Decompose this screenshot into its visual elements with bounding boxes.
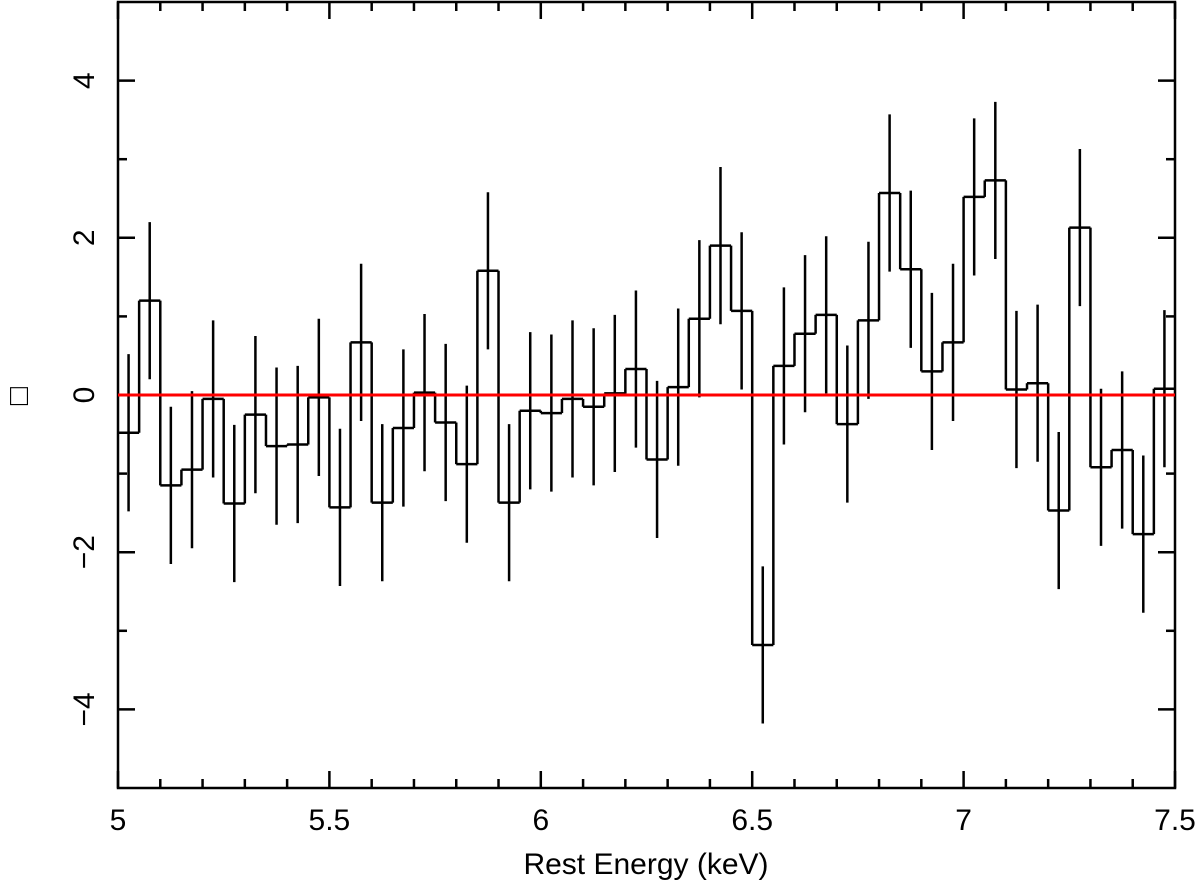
x-tick-label: 7 bbox=[955, 804, 972, 837]
y-tick-label: 4 bbox=[68, 72, 101, 89]
x-tick-label: 5.5 bbox=[309, 804, 351, 837]
y-tick-labels: −4 −2 0 2 4 bbox=[68, 72, 101, 726]
y-tick-label: 0 bbox=[68, 387, 101, 404]
y-axis-title: □ bbox=[2, 386, 35, 405]
y-tick-label: −2 bbox=[68, 535, 101, 569]
y-tick-label: −4 bbox=[68, 692, 101, 726]
x-tick-label: 6.5 bbox=[731, 804, 773, 837]
x-tick-label: 7.5 bbox=[1154, 804, 1196, 837]
data-series bbox=[118, 101, 1175, 724]
x-axis-title: Rest Energy (keV) bbox=[523, 848, 768, 881]
x-tick-labels: 5 5.5 6 6.5 7 7.5 bbox=[110, 804, 1196, 837]
y-tick-label: 2 bbox=[68, 229, 101, 246]
x-tick-label: 5 bbox=[110, 804, 127, 837]
x-tick-label: 6 bbox=[532, 804, 549, 837]
axis-ticks bbox=[116, 2, 1177, 788]
